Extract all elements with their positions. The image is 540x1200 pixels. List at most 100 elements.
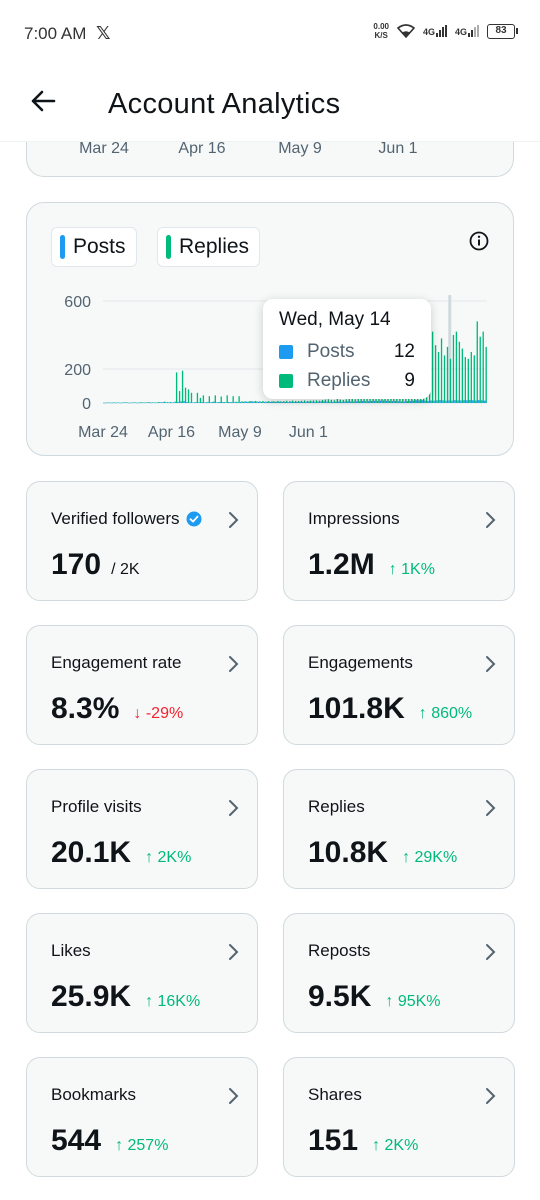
- posts-bar: [356, 401, 358, 403]
- replies-bar: [155, 402, 157, 404]
- wifi-icon: [396, 24, 415, 38]
- posts-bar: [150, 402, 152, 404]
- tooltip-replies-row: Replies 9: [279, 366, 415, 395]
- replies-bar: [146, 402, 148, 403]
- posts-bar: [129, 402, 132, 404]
- posts-bar: [314, 401, 316, 403]
- replies-bar: [283, 401, 285, 403]
- metric-card-verified-followers[interactable]: Verified followers 170 / 2K: [26, 481, 258, 601]
- posts-bar: [406, 401, 408, 403]
- posts-bar: [454, 400, 456, 403]
- posts-bar: [156, 402, 158, 404]
- x-tick-label: Apr 16: [148, 424, 195, 441]
- posts-bar: [174, 401, 176, 403]
- posts-swatch: [60, 235, 65, 259]
- metric-value-row: 101.8K ↑ 860%: [308, 692, 472, 726]
- replies-bar: [315, 400, 318, 403]
- posts-bar: [305, 401, 307, 403]
- replies-bar: [372, 396, 374, 403]
- posts-bar: [341, 401, 343, 403]
- posts-bar: [192, 402, 194, 404]
- network-type-1: 4G: [422, 27, 435, 37]
- metric-label-text: Verified followers: [51, 509, 180, 528]
- metric-card-engagements[interactable]: Engagements 101.8K ↑ 860%: [283, 625, 515, 745]
- metric-card-likes[interactable]: Likes 25.9K ↑ 16K%: [26, 913, 258, 1033]
- replies-bar: [128, 402, 130, 404]
- posts-bar: [132, 402, 135, 404]
- posts-bar: [469, 399, 471, 403]
- metric-label-text: Replies: [308, 797, 365, 816]
- metric-card-shares[interactable]: Shares 151 ↑ 2K%: [283, 1057, 515, 1177]
- replies-bar: [458, 341, 461, 403]
- metric-label: Shares: [308, 1085, 362, 1105]
- metric-card-engagement-rate[interactable]: Engagement rate 8.3% ↓ -29%: [26, 625, 258, 745]
- metric-card-reposts[interactable]: Reposts 9.5K ↑ 95K%: [283, 913, 515, 1033]
- net-speed-value: 0.00: [373, 22, 389, 31]
- metric-card-impressions[interactable]: Impressions 1.2M ↑ 1K%: [283, 481, 515, 601]
- metric-change: ↑ 29K%: [402, 849, 458, 866]
- metric-card-profile-visits[interactable]: Profile visits 20.1K ↑ 2K%: [26, 769, 258, 889]
- posts-bar: [207, 402, 209, 403]
- replies-bar: [452, 335, 455, 403]
- replies-bar: [455, 331, 458, 403]
- posts-bar: [376, 400, 379, 403]
- legend-replies[interactable]: Replies: [157, 227, 261, 267]
- metric-label-text: Likes: [51, 941, 91, 960]
- posts-bar: [114, 402, 117, 404]
- metric-value: 9.5K: [308, 980, 372, 1013]
- replies-bar: [306, 400, 309, 403]
- replies-bar: [250, 400, 252, 403]
- tooltip-replies-value: 9: [404, 369, 415, 391]
- replies-bar: [172, 402, 175, 403]
- page-title: Account Analytics: [108, 88, 341, 120]
- posts-bar: [430, 400, 432, 403]
- metric-card-bookmarks[interactable]: Bookmarks 544 ↑ 257%: [26, 1057, 258, 1177]
- metric-value-row: 25.9K ↑ 16K%: [51, 980, 200, 1014]
- posts-bar: [397, 401, 400, 403]
- metric-label: Replies: [308, 797, 365, 817]
- posts-bar: [236, 402, 239, 403]
- replies-bar: [479, 336, 481, 403]
- posts-bar: [385, 400, 388, 403]
- replies-bar: [211, 401, 213, 403]
- posts-bar: [296, 401, 298, 403]
- status-icons: 0.00 K/S 4G 4G 83: [373, 22, 518, 40]
- replies-bar: [143, 402, 145, 404]
- replies-bar: [178, 391, 181, 403]
- replies-bar: [202, 395, 205, 403]
- posts-bar: [436, 400, 438, 403]
- metric-value: 170: [51, 548, 102, 581]
- replies-bar: [122, 402, 124, 404]
- replies-bar: [312, 400, 315, 403]
- chevron-right-icon: [229, 800, 239, 816]
- posts-bar: [159, 402, 161, 403]
- posts-bar: [400, 401, 403, 403]
- metric-value-row: 544 ↑ 257%: [51, 1124, 168, 1158]
- metric-label-text: Reposts: [308, 941, 371, 960]
- replies-bar: [330, 399, 333, 403]
- replies-bar: [238, 396, 240, 403]
- posts-bar: [225, 402, 227, 403]
- posts-bar: [251, 401, 254, 403]
- legend-posts[interactable]: Posts: [51, 227, 137, 267]
- tick-label: Mar 24: [79, 140, 129, 157]
- replies-bar: [107, 402, 109, 404]
- x-tick-label: May 9: [218, 424, 262, 441]
- replies-bar: [437, 352, 440, 403]
- posts-bar: [364, 401, 367, 403]
- chevron-right-icon: [486, 656, 496, 672]
- tick-label: Jun 1: [378, 140, 418, 157]
- metric-card-replies[interactable]: Replies 10.8K ↑ 29K%: [283, 769, 515, 889]
- replies-bar: [303, 400, 306, 403]
- chevron-right-icon: [229, 656, 239, 672]
- metric-label: Profile visits: [51, 797, 142, 817]
- back-arrow-icon[interactable]: [28, 86, 58, 116]
- net-speed-unit: K/S: [374, 31, 388, 40]
- info-circle-icon[interactable]: [467, 229, 491, 253]
- app-header: Account Analytics: [0, 70, 540, 142]
- replies-swatch: [166, 235, 171, 259]
- chevron-right-icon: [486, 512, 496, 528]
- metric-value: 8.3%: [51, 692, 120, 725]
- posts-bar: [409, 400, 411, 403]
- metric-value-row: 170 / 2K: [51, 548, 140, 582]
